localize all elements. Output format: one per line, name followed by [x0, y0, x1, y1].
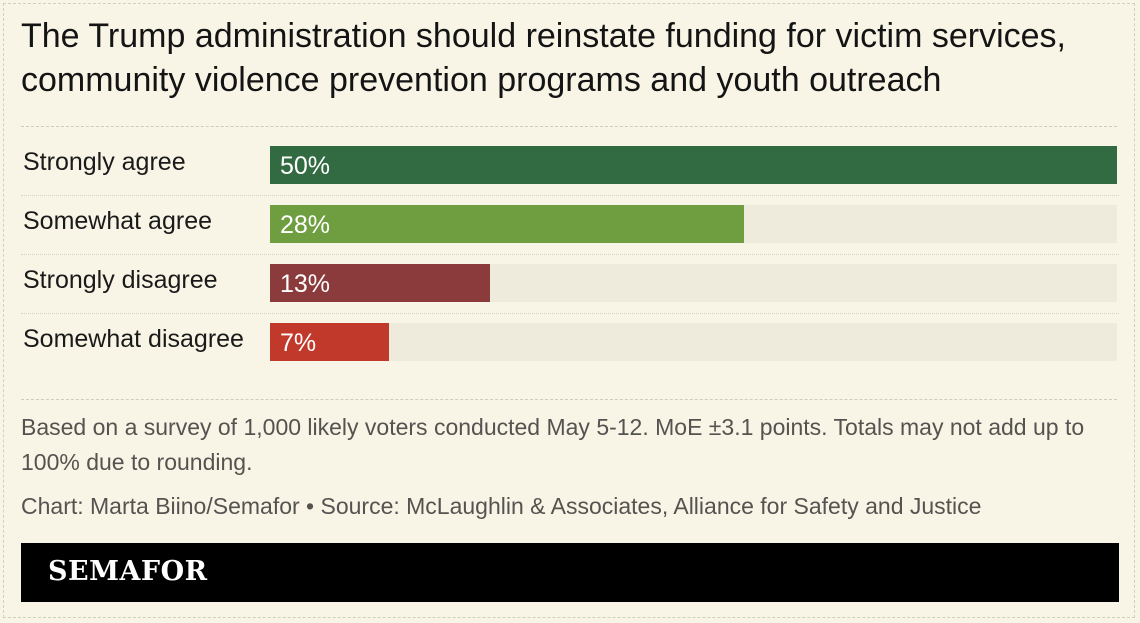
category-label: Strongly disagree	[23, 266, 218, 294]
bar: 13%	[270, 264, 490, 302]
bottom-separator	[21, 399, 1117, 400]
semafor-logo: SEMAFOR	[48, 556, 208, 587]
category-label: Strongly agree	[23, 148, 186, 176]
bar: 7%	[270, 323, 389, 361]
bar-track: 50%	[270, 146, 1117, 184]
category-label: Somewhat disagree	[23, 325, 244, 353]
chart-frame	[3, 3, 1135, 618]
bar-track: 13%	[270, 264, 1117, 302]
bar: 28%	[270, 205, 744, 243]
bar-row: Strongly agree 50%	[21, 136, 1119, 196]
bar-row: Strongly disagree 13%	[21, 254, 1119, 314]
value-label: 7%	[280, 329, 317, 357]
value-label: 50%	[280, 152, 331, 180]
chart-title: The Trump administration should reinstat…	[21, 17, 1067, 99]
bar-track: 28%	[270, 205, 1117, 243]
bar-chart: Strongly agree 50% Somewhat agree 28% Strong…	[21, 136, 1119, 376]
logo-bar: SEMAFOR	[21, 543, 1119, 602]
bar-track: 7%	[270, 323, 1117, 361]
bar-row: Somewhat agree 28%	[21, 195, 1119, 255]
top-separator	[21, 126, 1117, 127]
chart-credit: Chart: Marta Biino/Semafor • Source: McL…	[21, 493, 982, 519]
survey-note: Based on a survey of 1,000 likely voters…	[21, 414, 1085, 475]
value-label: 13%	[280, 270, 331, 298]
value-label: 28%	[280, 211, 331, 239]
category-label: Somewhat agree	[23, 207, 213, 235]
bar: 50%	[270, 146, 1117, 184]
bar-row: Somewhat disagree 7%	[21, 313, 1119, 372]
